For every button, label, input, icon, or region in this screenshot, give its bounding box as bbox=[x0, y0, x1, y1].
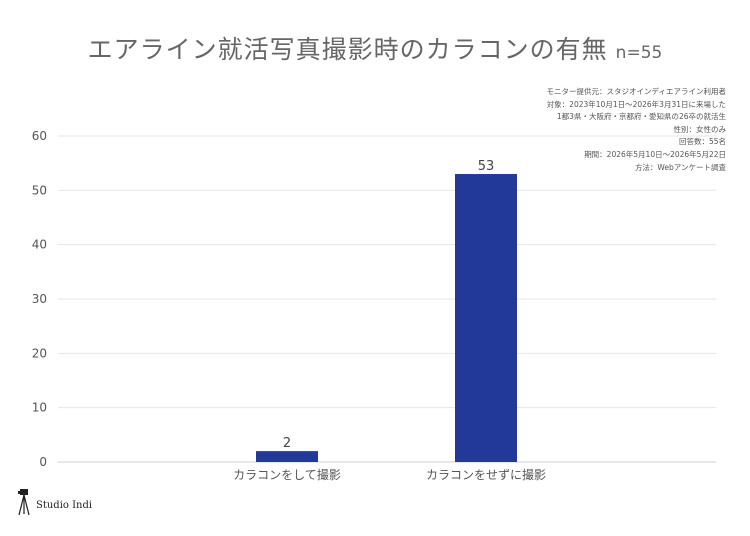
data-label: 2 bbox=[283, 436, 291, 451]
note-line: 性別：女性のみ bbox=[673, 124, 727, 134]
note-line: 1都3県・大阪府・京都府・愛知県の26卒の就活生 bbox=[556, 112, 726, 122]
note-line: 対象：2023年10月1日〜2026年3月31日に来場した bbox=[546, 99, 726, 109]
chart-title-text: エアライン就活写真撮影時のカラコンの有無 bbox=[87, 35, 608, 64]
note-line: 方法：Webアンケート調査 bbox=[634, 162, 726, 172]
data-label: 53 bbox=[478, 159, 495, 174]
y-tick-label: 10 bbox=[32, 401, 47, 415]
y-tick-label: 50 bbox=[32, 183, 47, 197]
bar bbox=[455, 174, 517, 463]
y-tick-label: 0 bbox=[39, 455, 47, 469]
camera-tripod-icon bbox=[18, 489, 30, 516]
note-line: 回答数：55名 bbox=[678, 137, 726, 147]
y-tick-label: 30 bbox=[32, 292, 47, 306]
y-tick-label: 20 bbox=[32, 346, 47, 360]
sample-size: n=55 bbox=[615, 43, 663, 63]
brand-name: Studio Indi bbox=[36, 499, 93, 511]
chart-title: エアライン就活写真撮影時のカラコンの有無 n=55 bbox=[0, 30, 750, 66]
bar bbox=[256, 451, 318, 462]
note-line: モニター提供元：スタジオインディエアライン利用者 bbox=[546, 87, 726, 96]
x-tick-label: カラコンをせずに撮影 bbox=[426, 468, 546, 482]
survey-notes: モニター提供元：スタジオインディエアライン利用者 対象：2023年10月1日〜2… bbox=[547, 86, 726, 174]
x-tick-label: カラコンをして撮影 bbox=[233, 468, 341, 482]
brand-logo: Studio Indi bbox=[16, 488, 92, 516]
y-tick-label: 40 bbox=[32, 238, 47, 252]
y-tick-label: 60 bbox=[32, 129, 47, 143]
note-line: 期間：2026年5月10日〜2026年5月22日 bbox=[584, 149, 726, 159]
